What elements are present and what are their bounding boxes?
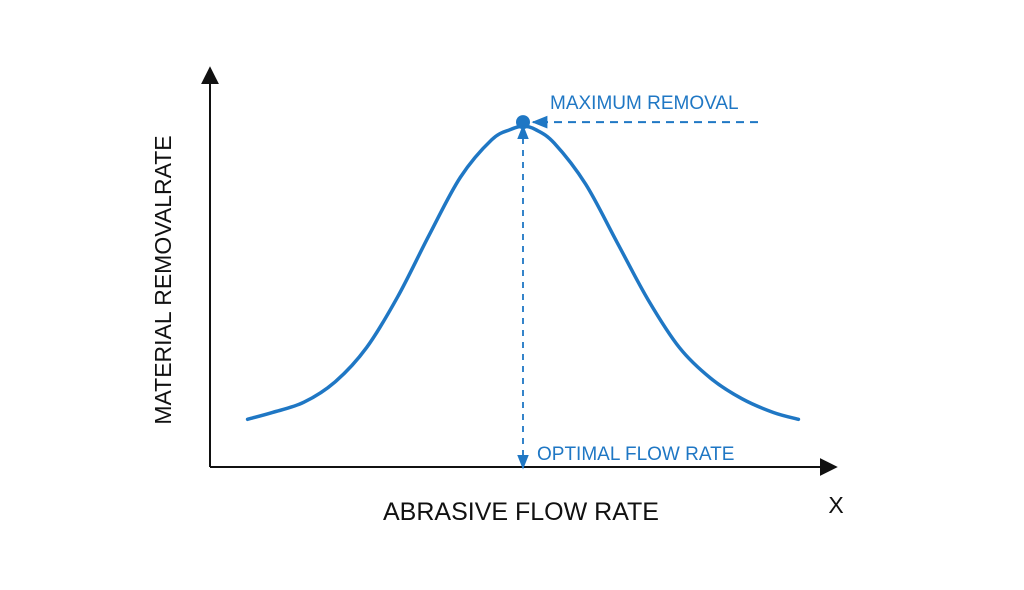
optimal-flow-label: OPTIMAL FLOW RATE (537, 444, 734, 465)
annotation-layer: MAXIMUM REMOVAL OPTIMAL FLOW RATE (516, 93, 758, 470)
x-axis-label: ABRASIVE FLOW RATE (383, 498, 659, 526)
max-removal-label: MAXIMUM REMOVAL (550, 93, 739, 114)
y-axis-label: MATERIAL REMOVALRATE (150, 135, 176, 424)
x-axis-end-label: X (828, 492, 843, 518)
